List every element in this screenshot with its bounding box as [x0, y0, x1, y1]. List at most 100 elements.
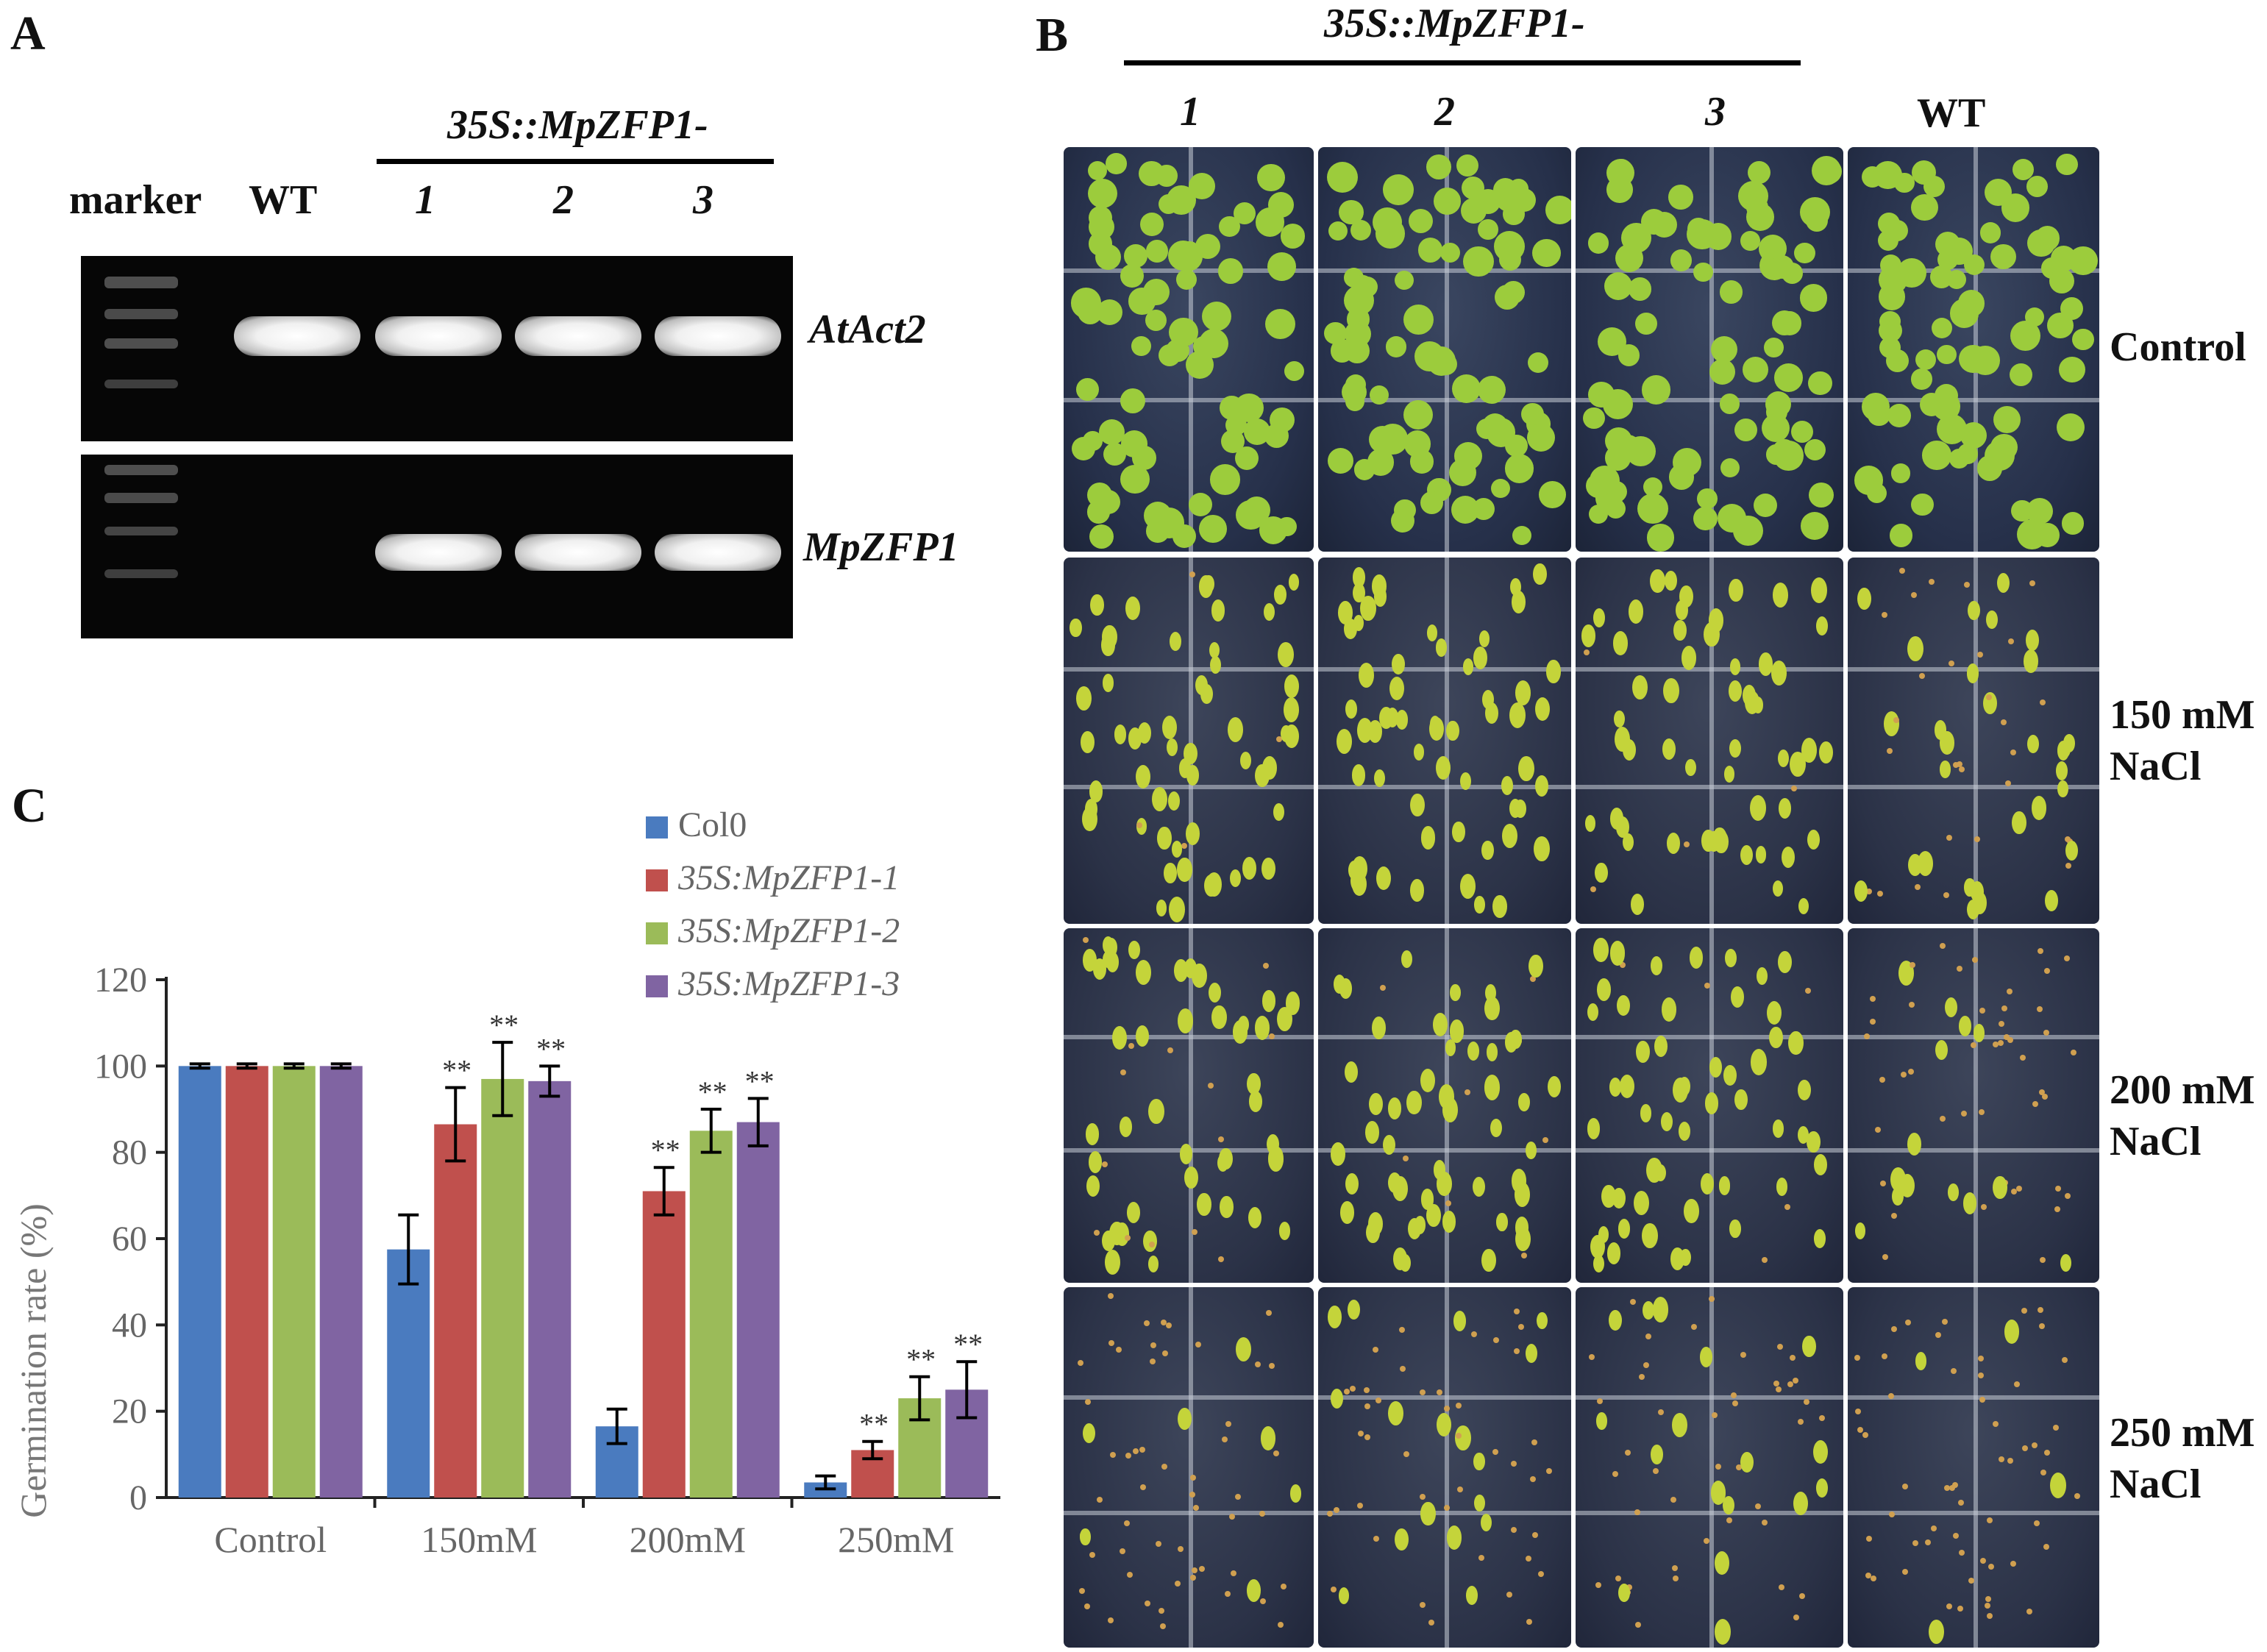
seedling — [1641, 375, 1671, 405]
seedling — [1273, 1450, 1280, 1457]
seedling — [1150, 1358, 1156, 1364]
seedling — [1364, 1403, 1370, 1409]
seedling — [1434, 188, 1461, 216]
seedling — [1439, 242, 1461, 263]
seedling — [1704, 983, 1711, 989]
seedling — [1979, 222, 2001, 243]
seedling — [1997, 572, 2010, 594]
y-tick-label: 100 — [94, 1047, 147, 1086]
seedling — [1776, 1344, 1783, 1350]
seedling — [1778, 798, 1792, 819]
seedling — [1086, 1175, 1100, 1197]
seedling — [1590, 886, 1596, 892]
seedling — [1350, 1386, 1356, 1392]
seedling — [2026, 630, 2040, 652]
seedling — [1940, 942, 1946, 949]
seedling — [1080, 1528, 1091, 1545]
seedling — [1435, 755, 1451, 780]
seedling — [1195, 233, 1221, 260]
seedling — [1079, 1587, 1086, 1594]
seedling — [1761, 1256, 1768, 1263]
seedling — [1082, 936, 1089, 943]
seedling — [1372, 207, 1402, 238]
seedling — [1617, 1219, 1631, 1239]
seedling — [1640, 208, 1667, 235]
seedling — [2052, 1425, 2059, 1431]
seedling — [1734, 1089, 1748, 1110]
seedling — [1284, 724, 1299, 748]
seedling — [1722, 1495, 1734, 1515]
seedling — [1598, 327, 1626, 357]
seedling — [1108, 1340, 1114, 1347]
seedling — [1493, 1337, 1500, 1344]
seedling — [1661, 997, 1677, 1022]
seedling — [1452, 822, 1465, 842]
seedling — [1935, 1040, 1948, 1061]
seedling — [2032, 1442, 2038, 1449]
seedling — [1403, 1451, 1409, 1458]
seedling — [1934, 720, 1947, 740]
seedling — [1143, 279, 1170, 305]
seedling — [1912, 160, 1937, 185]
seedling — [1798, 1592, 1805, 1599]
seedling — [1409, 449, 1434, 474]
seedling — [1178, 1008, 1194, 1033]
seedling — [1087, 178, 1117, 208]
seedling — [1673, 1576, 1679, 1582]
seedling — [1380, 985, 1387, 991]
seedling — [1484, 996, 1500, 1021]
seedling — [1444, 1505, 1451, 1512]
seedling — [2043, 1544, 2049, 1550]
seedling — [1697, 488, 1718, 510]
seedling — [1684, 841, 1690, 847]
seed-plate — [1848, 558, 2099, 924]
seedling — [1883, 711, 1900, 737]
seedling — [1606, 1242, 1621, 1264]
panel-a-construct-label: 35S::MpZFP1- — [447, 102, 708, 148]
seedling — [1729, 738, 1741, 758]
seedling — [1197, 1193, 1211, 1216]
significance-marker: ** — [488, 1008, 517, 1042]
seedling — [1718, 1176, 1731, 1195]
seedling — [1978, 1355, 1985, 1361]
seedling — [1709, 358, 1736, 385]
seedling — [1710, 1480, 1726, 1505]
seedling — [1593, 938, 1609, 963]
seedling — [1910, 961, 1916, 968]
seedling — [1124, 244, 1147, 268]
seedling — [2027, 734, 2039, 753]
seedling — [1158, 1608, 1164, 1614]
seedling — [1184, 743, 1197, 765]
seedling — [1998, 1456, 2004, 1463]
seedling — [1442, 1097, 1459, 1123]
seedling — [1103, 951, 1114, 969]
seedling — [1668, 464, 1695, 490]
seedling — [1146, 519, 1170, 544]
seedling — [1628, 277, 1652, 301]
seedling — [2037, 1005, 2043, 1012]
seedling — [2033, 1520, 2040, 1527]
seedling — [1770, 254, 1795, 279]
bar — [481, 1078, 524, 1498]
seedling — [1140, 1484, 1147, 1490]
seedling — [1472, 497, 1495, 521]
seedling — [1399, 1253, 1411, 1272]
seedling — [1083, 1603, 1090, 1610]
seedling — [1729, 578, 1744, 602]
seedling — [1436, 1389, 1442, 1396]
seedling — [1490, 479, 1511, 499]
seedling — [1151, 786, 1167, 812]
seedling — [1188, 493, 1212, 517]
seedling — [1888, 1511, 1895, 1517]
seedling — [1873, 160, 1902, 190]
seedling — [2006, 988, 2012, 994]
seedling — [1392, 653, 1406, 675]
seedling — [2057, 413, 2085, 442]
seedling — [1781, 846, 1796, 869]
seedling — [1515, 800, 1526, 818]
seedling — [1595, 862, 1608, 883]
seedling — [1465, 1586, 1478, 1605]
seedling — [1870, 996, 1876, 1003]
seedling — [1948, 1183, 1960, 1201]
seedling — [1701, 1172, 1715, 1195]
